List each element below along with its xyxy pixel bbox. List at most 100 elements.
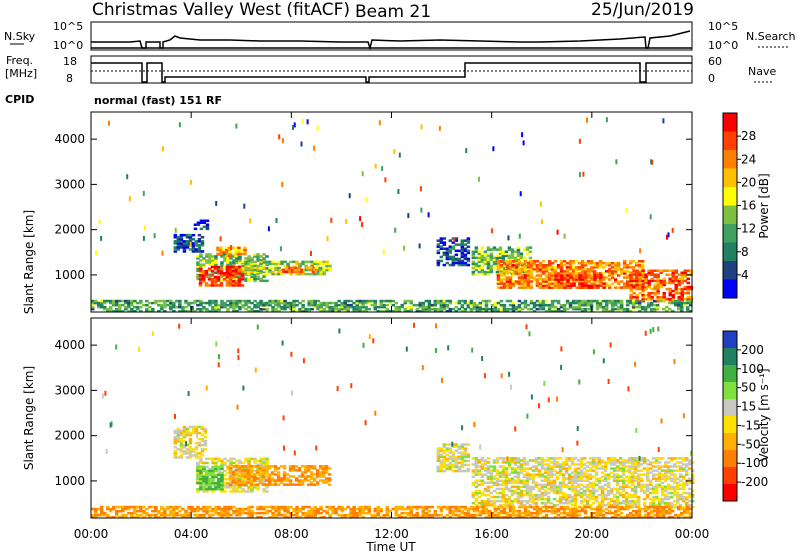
heatmap-cell — [673, 489, 677, 493]
heatmap-cell — [223, 267, 227, 270]
heatmap-cell — [178, 509, 182, 513]
heatmap-cell — [471, 501, 476, 505]
heatmap-cell — [607, 278, 612, 281]
heatmap-cell — [466, 241, 471, 244]
heatmap-cell — [249, 479, 254, 482]
heatmap-cell — [546, 487, 551, 491]
heatmap-cell — [610, 303, 615, 307]
heatmap-cell — [688, 491, 692, 495]
heatmap-cell — [196, 487, 200, 491]
heatmap-cell — [579, 506, 584, 509]
heatmap-cell — [228, 280, 233, 283]
heatmap-cell — [250, 275, 254, 279]
heatmap-cell — [292, 513, 296, 517]
heatmap-cell — [238, 486, 242, 489]
heatmap-cell — [217, 483, 221, 487]
heatmap-cell — [391, 299, 395, 303]
heatmap-cell — [439, 465, 444, 469]
heatmap-cell — [352, 513, 356, 517]
heatmap-cell — [510, 250, 515, 253]
heatmap-cell — [194, 446, 199, 449]
heatmap-cell — [560, 280, 564, 283]
heatmap-cell — [598, 299, 603, 303]
heatmap-cell — [208, 299, 212, 303]
heatmap-cell — [179, 429, 184, 433]
heatmap-cell — [148, 513, 152, 517]
heatmap-cell — [499, 260, 504, 263]
heatmap-cell — [576, 489, 581, 493]
heatmap-cell — [460, 253, 465, 257]
heatmap-cell — [577, 305, 582, 309]
heatmap-cell — [220, 507, 224, 511]
heatmap-cell — [373, 301, 377, 305]
heatmap-cell — [621, 483, 626, 487]
heatmap-cell — [262, 253, 266, 256]
heatmap-cell — [639, 489, 644, 493]
heatmap-cell — [483, 262, 488, 266]
heatmap-cell — [584, 278, 588, 281]
heatmap-cell — [246, 471, 251, 474]
heatmap-cell — [421, 303, 425, 307]
heatmap-cell — [586, 301, 591, 305]
heatmap-cell — [352, 310, 356, 313]
heatmap-cell — [322, 262, 326, 266]
heatmap-cell — [676, 491, 680, 495]
heatmap-cell — [496, 262, 501, 265]
heatmap-cell — [243, 471, 248, 474]
heatmap-cell — [664, 475, 668, 478]
heatmap-cell — [325, 264, 329, 268]
heatmap-cell — [507, 248, 512, 251]
heatmap-cell — [274, 509, 278, 513]
heatmap-cell — [651, 489, 656, 493]
heatmap-cell — [173, 431, 178, 435]
heatmap-cell — [310, 511, 314, 515]
heatmap-cell — [627, 469, 632, 472]
heatmap-cell — [552, 461, 557, 464]
heatmap-cell — [557, 280, 561, 283]
heatmap-cell — [453, 237, 456, 243]
heatmap-cell — [298, 516, 302, 519]
heatmap-cell — [385, 509, 389, 513]
heatmap-cell — [334, 305, 338, 309]
heatmap-cell — [520, 276, 525, 279]
heatmap-cell — [603, 497, 608, 501]
heatmap-cell — [246, 481, 251, 484]
heatmap-cell — [574, 274, 579, 277]
heatmap-cell — [327, 473, 332, 476]
heatmap-cell — [632, 291, 636, 295]
heatmap-cell — [604, 299, 609, 303]
heatmap-cell — [294, 479, 299, 482]
heatmap-cell — [596, 286, 600, 289]
heatmap-cell — [654, 473, 659, 476]
heatmap-cell — [657, 475, 662, 478]
heatmap-cell — [327, 467, 332, 470]
heatmap-cell — [214, 465, 218, 468]
heatmap-cell — [259, 259, 263, 262]
heatmap-cell — [188, 450, 193, 453]
heatmap-cell — [216, 278, 221, 281]
heatmap-cell — [598, 266, 603, 269]
heatmap-cell — [478, 305, 483, 309]
heatmap-cell — [570, 483, 575, 487]
heatmap-cell — [618, 457, 623, 460]
heatmap-cell — [436, 245, 441, 248]
heatmap-cell — [540, 501, 545, 505]
heatmap-cell — [538, 305, 543, 309]
heatmap-cell — [562, 278, 567, 281]
heatmap-cell — [633, 493, 638, 497]
heatmap-cell — [210, 284, 215, 287]
heatmap-cell — [615, 475, 620, 478]
heatmap-cell — [556, 301, 561, 305]
heatmap-cell — [627, 495, 632, 499]
heatmap-cell — [688, 504, 692, 507]
heatmap-cell — [265, 279, 269, 283]
heatmap-cell — [610, 270, 615, 273]
heatmap-cell — [501, 471, 506, 474]
heatmap-cell — [182, 429, 187, 433]
heatmap-cell — [466, 245, 471, 248]
heatmap-cell — [301, 262, 305, 266]
heatmap-cell — [652, 303, 657, 307]
heatmap-cell — [538, 274, 543, 277]
heatmap-cell — [556, 272, 561, 275]
heatmap-cell — [510, 266, 515, 270]
